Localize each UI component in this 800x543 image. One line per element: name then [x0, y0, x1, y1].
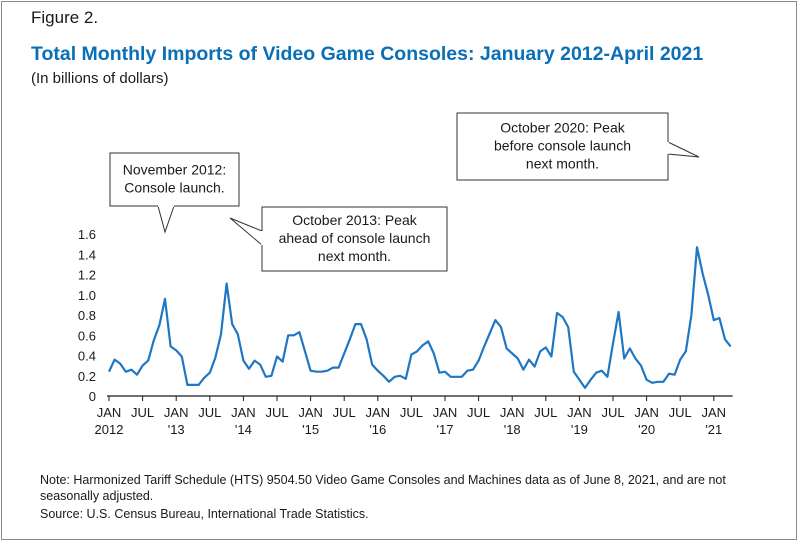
x-tick-label: JAN	[500, 405, 525, 420]
x-tick-year-label: '17	[437, 422, 454, 437]
annotation-pointer	[157, 205, 175, 234]
x-tick-label: JAN	[366, 405, 391, 420]
y-tick-label: 1.4	[78, 247, 96, 262]
x-tick-label: JAN	[298, 405, 323, 420]
x-tick-year-label: '16	[369, 422, 386, 437]
chart-title: Total Monthly Imports of Video Game Cons…	[31, 43, 704, 65]
chart-subtitle: (In billions of dollars)	[31, 70, 169, 87]
imports-series-line	[108, 246, 732, 389]
x-tick-label: JUL	[333, 405, 356, 420]
annotation-text: next month.	[526, 156, 599, 172]
y-tick-label: 0	[89, 389, 96, 404]
annotation-pointer	[667, 141, 700, 158]
x-tick-label: JUL	[534, 405, 557, 420]
annotation-text: October 2020: Peak	[500, 120, 626, 136]
annotation-box	[456, 112, 669, 181]
x-tick-label: JAN	[97, 405, 122, 420]
y-tick-label: 0.8	[78, 308, 96, 323]
annotation-text: next month.	[318, 248, 391, 264]
annotation-text: before console launch	[494, 138, 631, 154]
x-tick-label: JUL	[198, 405, 221, 420]
y-tick-label: 0.2	[78, 369, 96, 384]
annotation-box	[261, 206, 448, 272]
x-tick-year-label: '15	[302, 422, 319, 437]
chart-note: Note: Harmonized Tariff Schedule (HTS) 9…	[40, 473, 726, 503]
x-tick-year-label: '13	[168, 422, 185, 437]
x-tick-label: JAN	[702, 405, 727, 420]
x-tick-label: JAN	[634, 405, 659, 420]
y-tick-label: 1.0	[78, 288, 96, 303]
annotation-text: ahead of console launch	[279, 230, 431, 246]
x-tick-label: JUL	[669, 405, 692, 420]
y-tick-label: 1.6	[78, 227, 96, 242]
x-tick-label: JUL	[467, 405, 490, 420]
y-tick-label: 0.4	[78, 349, 96, 364]
x-tick-year-label: '20	[638, 422, 655, 437]
chart-source: Source: U.S. Census Bureau, Internationa…	[40, 507, 369, 521]
x-tick-label: JAN	[567, 405, 592, 420]
x-tick-label: JUL	[131, 405, 154, 420]
annotation-callout: October 2013: Peak ahead of console launc…	[229, 206, 448, 272]
x-tick-year-label: '19	[571, 422, 588, 437]
x-tick-label: JAN	[433, 405, 458, 420]
annotation-box	[109, 152, 240, 207]
annotation-callout: October 2020: Peak before console launch n…	[456, 112, 700, 181]
x-tick-year-label: 2012	[95, 422, 124, 437]
annotation-text: October 2013: Peak	[292, 212, 418, 228]
x-tick-label: JAN	[164, 405, 189, 420]
figure-label: Figure 2.	[31, 8, 99, 27]
annotation-text: Console launch.	[124, 180, 224, 196]
y-tick-label: 0.6	[78, 328, 96, 343]
x-tick-label: JUL	[400, 405, 423, 420]
x-tick-year-label: '21	[705, 422, 722, 437]
annotation-text: November 2012:	[123, 162, 227, 178]
x-tick-label: JAN	[231, 405, 256, 420]
annotation-callout: November 2012: Console launch.	[109, 152, 240, 234]
x-tick-label: JUL	[601, 405, 624, 420]
x-tick-year-label: '14	[235, 422, 252, 437]
x-tick-label: JUL	[265, 405, 288, 420]
annotation-pointer	[229, 217, 263, 247]
x-tick-year-label: '18	[504, 422, 521, 437]
y-tick-label: 1.2	[78, 268, 96, 283]
